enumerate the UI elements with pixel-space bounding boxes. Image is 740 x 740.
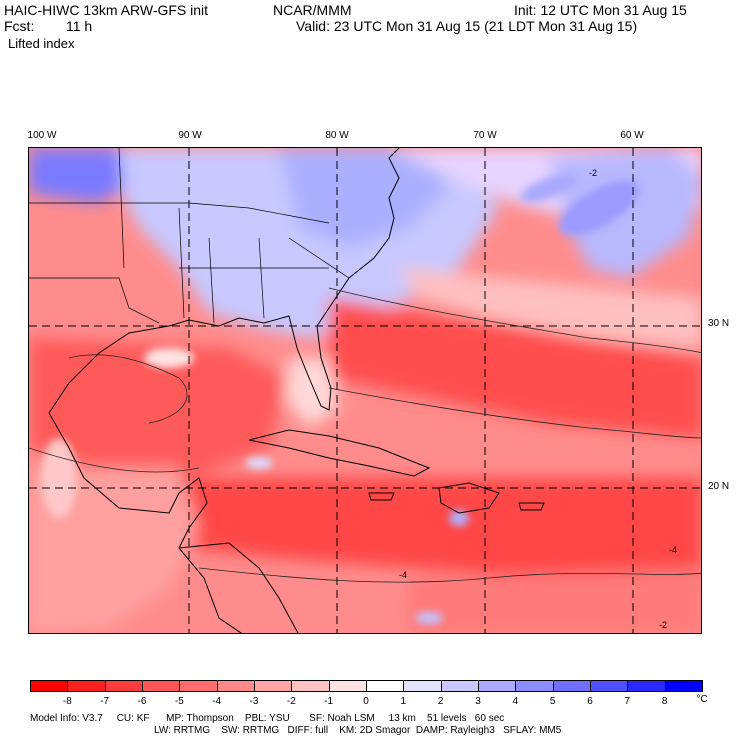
lon-label-90w: 90 W <box>178 130 202 141</box>
model-info-line2: LW: RRTMG SW: RRTMG DIFF: full KM: 2D Sm… <box>154 725 562 736</box>
colorbar-label: 4 <box>512 696 519 707</box>
colorbar-label: -2 <box>286 696 296 707</box>
colorbar-label: -5 <box>174 696 184 707</box>
lon-label-70w: 70 W <box>473 130 497 141</box>
field-name: Lifted index <box>8 36 75 51</box>
colorbar-label: -4 <box>212 696 222 707</box>
lat-label-30n: 30 N <box>708 318 730 329</box>
forecast-hour: 11 h <box>66 18 93 34</box>
colorbar-swatch <box>216 680 255 692</box>
colorbar-label: 1 <box>400 696 407 707</box>
forecast-label: Fcst: <box>4 18 35 34</box>
colorbar-swatch <box>552 680 591 692</box>
contour-label: -4 <box>399 570 407 580</box>
colorbar-label: -6 <box>137 696 147 707</box>
org-label: NCAR/MMM <box>273 2 352 18</box>
field-details <box>41 174 639 624</box>
contours <box>29 287 701 583</box>
colorbar-label: -7 <box>100 696 110 707</box>
state-boundaries <box>29 148 350 324</box>
lifted-index-map: -2 -4 -4 -2 <box>29 148 701 633</box>
colorbar-label: -3 <box>249 696 259 707</box>
colorbar-swatch <box>254 680 293 692</box>
contour-label: -2 <box>589 168 597 178</box>
colorbar-swatch <box>291 680 330 692</box>
colorbar-swatch <box>627 680 666 692</box>
field-shading <box>29 148 701 633</box>
colorbar-swatch <box>30 680 69 692</box>
model-title: HAIC-HIWC 13km ARW-GFS init <box>4 2 209 18</box>
model-info-line1: Model Info: V3.7 CU: KF MP: Thompson PBL… <box>30 713 505 724</box>
colorbar-label: 5 <box>549 696 556 707</box>
lat-label-20n: 20 N <box>708 481 730 492</box>
colorbar-label: 0 <box>363 696 369 707</box>
init-time: Init: 12 UTC Mon 31 Aug 15 <box>514 2 687 18</box>
colorbar-swatch <box>664 680 703 692</box>
colorbar-label: 6 <box>587 696 593 707</box>
colorbar-label: 3 <box>475 696 481 707</box>
colorbar-swatch <box>478 680 517 692</box>
contour-label: -2 <box>659 620 667 630</box>
colorbar-label: -8 <box>62 696 72 707</box>
colorbar-swatch <box>179 680 218 692</box>
valid-time: Valid: 23 UTC Mon 31 Aug 15 (21 LDT Mon … <box>296 18 638 34</box>
colorbar-label: -1 <box>324 696 334 707</box>
colorbar-swatch <box>142 680 181 692</box>
lon-label-60w: 60 W <box>620 130 644 141</box>
colorbar-unit: °C <box>696 694 708 705</box>
colorbar-label: 7 <box>624 696 631 707</box>
colorbar-swatch <box>328 680 367 692</box>
colorbar-swatch <box>440 680 479 692</box>
lon-label-100w: 100 W <box>27 130 57 141</box>
colorbar-swatch <box>67 680 106 692</box>
contour-label: -4 <box>669 545 677 555</box>
colorbar-swatch <box>515 680 554 692</box>
graticule <box>29 148 701 633</box>
map-panel: -2 -4 -4 -2 <box>28 147 702 634</box>
colorbar-label: 8 <box>661 696 668 707</box>
colorbar-swatch <box>104 680 143 692</box>
colorbar-swatch <box>366 680 405 692</box>
colorbar-label: 2 <box>437 696 444 707</box>
colorbar-swatch <box>590 680 629 692</box>
coastlines <box>48 148 545 633</box>
lon-label-80w: 80 W <box>325 130 349 141</box>
colorbar-swatch <box>403 680 442 692</box>
